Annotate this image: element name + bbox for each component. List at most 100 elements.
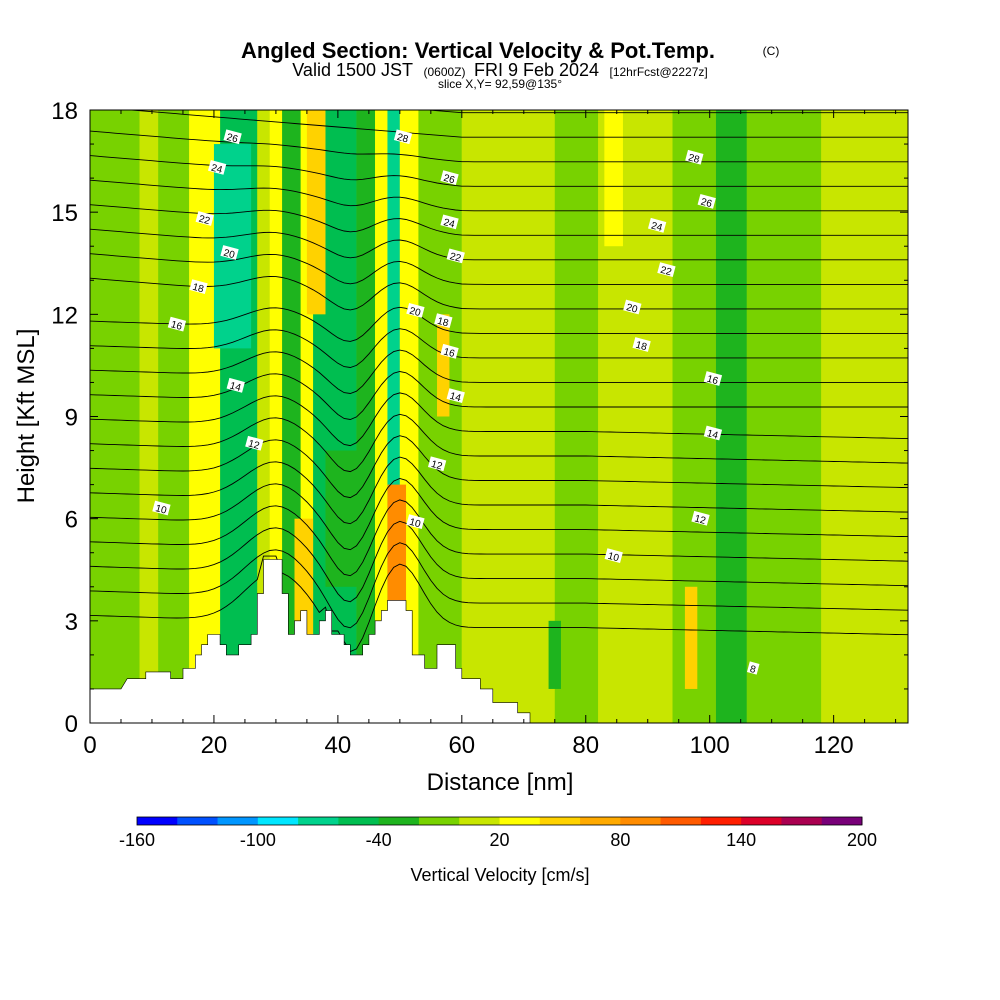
- slice-info: slice X,Y= 92,59@135°: [438, 77, 562, 91]
- y-axis-label: Height [Kft MSL]: [13, 329, 40, 504]
- y-tick-label: 6: [65, 507, 78, 534]
- svg-text:16: 16: [442, 346, 456, 360]
- svg-text:26: 26: [442, 173, 456, 187]
- isotherm-label: 12: [245, 435, 264, 452]
- colorbar-swatch: [298, 817, 339, 825]
- isotherm-line: [90, 413, 908, 473]
- isotherm-line: [90, 130, 908, 163]
- velocity-cell: [325, 450, 363, 587]
- chart-title: Angled Section: Vertical Velocity & Pot.…: [241, 38, 715, 63]
- x-axis-label: Distance [nm]: [427, 769, 574, 796]
- isotherm-line: [90, 520, 908, 603]
- colorbar-swatch: [338, 817, 380, 825]
- isotherm-label: 12: [691, 510, 710, 527]
- isotherm-label: 20: [220, 245, 239, 261]
- colorbar-swatch: [660, 817, 702, 825]
- isotherm-label: 24: [440, 214, 459, 231]
- x-tick-label: 100: [690, 732, 730, 759]
- velocity-cell: [604, 110, 623, 247]
- velocity-column: [746, 110, 822, 723]
- isotherm-line: [90, 204, 908, 236]
- isotherm-label: 16: [440, 343, 459, 360]
- title-unit: (C): [763, 44, 780, 58]
- axes: 0 20 40 60 80 100 120 0 3 6 9 12 15 18: [51, 98, 908, 759]
- svg-text:22: 22: [659, 265, 673, 279]
- chart-subtitle: Valid 1500 JST (0600Z) FRI 9 Feb 2024 [1…: [292, 60, 707, 80]
- isotherm-line: [90, 275, 908, 311]
- velocity-field: [90, 110, 908, 723]
- isotherm-label: 14: [446, 388, 465, 404]
- isotherm-label: 22: [195, 211, 214, 227]
- terrain-profile: [89, 559, 908, 724]
- velocity-cell: [437, 314, 450, 417]
- isotherm-label: 12: [427, 456, 447, 473]
- colorbar-tick-label: -40: [366, 830, 392, 850]
- x-tick-label: 20: [201, 732, 228, 759]
- y-tick-label: 9: [65, 405, 78, 432]
- isotherm-line: [90, 478, 908, 551]
- isotherm-label: 26: [223, 129, 242, 146]
- svg-text:18: 18: [634, 340, 648, 354]
- colorbar: -160 -100 -40 20 80 140 200: [119, 816, 877, 850]
- svg-text:16: 16: [706, 374, 720, 388]
- y-tick-label: 12: [51, 302, 78, 329]
- colorbar-tick-label: -160: [119, 830, 155, 850]
- svg-text:10: 10: [154, 503, 168, 517]
- isotherm-label: 24: [207, 160, 227, 177]
- colorbar-swatch: [821, 817, 863, 825]
- isotherm-label: 28: [393, 129, 413, 146]
- svg-text:24: 24: [210, 163, 224, 177]
- y-tick-label: 3: [65, 609, 78, 636]
- velocity-cell: [684, 586, 698, 689]
- isotherm-line: [90, 155, 908, 187]
- svg-text:22: 22: [448, 251, 462, 265]
- svg-text:26: 26: [699, 197, 713, 211]
- svg-text:14: 14: [228, 380, 242, 394]
- svg-text:10: 10: [606, 551, 620, 565]
- isotherm-line: [90, 253, 908, 285]
- velocity-column: [715, 110, 747, 723]
- x-tick-label: 120: [814, 732, 854, 759]
- colorbar-swatch: [257, 817, 299, 825]
- y-tick-label: 18: [51, 98, 78, 125]
- colorbar-tick-label: 140: [726, 830, 756, 850]
- x-tick-label: 80: [572, 732, 599, 759]
- isotherm-line: [90, 328, 908, 368]
- y-tick-label: 0: [65, 711, 78, 738]
- svg-text:20: 20: [625, 302, 639, 316]
- isotherm-label: 16: [167, 316, 187, 333]
- colorbar-swatch: [459, 817, 500, 825]
- y-tick-label: 15: [51, 200, 78, 227]
- isotherm-label: 18: [434, 313, 453, 329]
- svg-text:24: 24: [442, 217, 456, 231]
- svg-text:8: 8: [749, 664, 758, 676]
- colorbar-label: Vertical Velocity [cm/s]: [410, 865, 589, 885]
- svg-text:16: 16: [170, 319, 184, 333]
- isotherm-label: 20: [623, 299, 642, 316]
- isotherm-line: [90, 555, 908, 653]
- svg-text:12: 12: [247, 438, 261, 452]
- colorbar-swatch: [137, 817, 178, 825]
- x-tick-label: 60: [448, 732, 475, 759]
- isotherm-label: 26: [440, 170, 459, 187]
- velocity-cell: [306, 110, 326, 315]
- svg-text:24: 24: [650, 220, 664, 234]
- svg-text:12: 12: [693, 513, 707, 527]
- colorbar-tick-label: -100: [240, 830, 276, 850]
- isotherm-label: 20: [406, 303, 425, 319]
- isotherm-label: 18: [189, 279, 208, 295]
- terrain: [89, 559, 908, 724]
- svg-text:14: 14: [706, 428, 720, 442]
- svg-text:28: 28: [396, 132, 410, 146]
- colorbar-tick-label: 20: [489, 830, 509, 850]
- isotherm-line: [90, 542, 908, 629]
- colorbar-swatch: [741, 817, 782, 825]
- isotherm-label: 10: [406, 514, 425, 530]
- isotherm-label: 8: [746, 661, 760, 676]
- velocity-column: [554, 110, 599, 723]
- x-tick-label: 40: [325, 732, 352, 759]
- isotherm-label: 26: [697, 194, 716, 211]
- isotherm-label: 16: [703, 371, 723, 388]
- isotherm-line: [90, 456, 908, 525]
